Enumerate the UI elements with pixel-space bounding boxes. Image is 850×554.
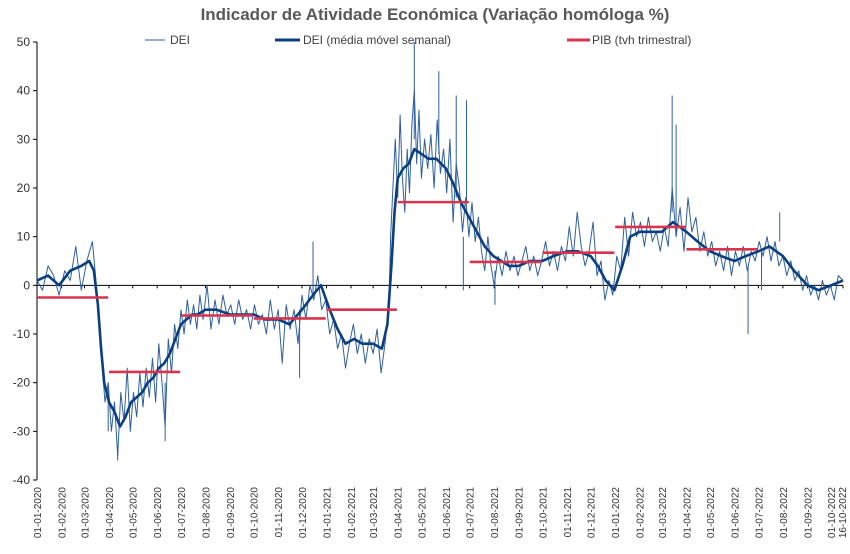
series-layer xyxy=(36,42,844,461)
x-tick-label: 01-02-2020 xyxy=(58,487,69,539)
y-tick-label: -40 xyxy=(13,473,31,487)
y-tick-label: 20 xyxy=(17,181,31,195)
x-tick-label: 01-11-2021 xyxy=(563,487,574,538)
x-tick-label: 01-01-2021 xyxy=(322,487,333,539)
x-tick-label: 01-12-2020 xyxy=(298,487,309,539)
x-tick-label: 01-09-2022 xyxy=(803,487,814,539)
x-tick-label: 01-09-2020 xyxy=(226,487,237,539)
x-tick-label: 01-06-2021 xyxy=(442,487,453,539)
x-tick-label: 01-03-2021 xyxy=(369,487,380,539)
legend-item-dei: DEI xyxy=(145,33,190,47)
series-pib xyxy=(37,200,758,374)
series-dei-line xyxy=(36,90,844,457)
series-dei-weekly-line xyxy=(36,147,844,428)
legend-label-pib: PIB (tvh trimestral) xyxy=(592,33,691,47)
legend-item-dei-weekly: DEI (média móvel semanal) xyxy=(275,33,451,47)
y-tick-label: 50 xyxy=(17,35,31,49)
y-tick-label: 40 xyxy=(17,84,31,98)
x-tick-label: 01-02-2022 xyxy=(636,487,647,539)
y-tick-label: -10 xyxy=(13,327,31,341)
x-tick-label: 01-08-2020 xyxy=(201,487,212,539)
y-tick-label: 0 xyxy=(23,278,30,292)
chart-title: Indicador de Atividade Económica (Variaç… xyxy=(201,5,670,24)
y-tick-label: 10 xyxy=(17,230,31,244)
x-tick-label: 01-06-2020 xyxy=(153,487,164,539)
x-tick-label: 01-08-2022 xyxy=(779,487,790,539)
x-tick-label: 01-10-2022 xyxy=(827,487,838,539)
x-tick-label: 01-06-2022 xyxy=(731,487,742,539)
x-tick-label: 01-08-2021 xyxy=(490,487,501,539)
legend-label-dei: DEI xyxy=(170,33,190,47)
legend: DEI DEI (média móvel semanal) PIB (tvh t… xyxy=(145,33,691,47)
series-dei-weekly xyxy=(36,147,844,428)
x-tick-label: 01-10-2020 xyxy=(250,487,261,539)
x-tick-label: 01-07-2022 xyxy=(754,487,765,539)
x-tick-label: 01-03-2022 xyxy=(658,487,669,539)
x-tick-label: 01-03-2020 xyxy=(80,487,91,539)
x-tick-label: 01-12-2021 xyxy=(587,487,598,539)
x-tick-label: 01-07-2020 xyxy=(177,487,188,539)
legend-label-dei-weekly: DEI (média móvel semanal) xyxy=(303,33,451,47)
x-axis: 01-01-2020 01-02-2020 01-03-2020 01-04-2020… xyxy=(33,284,849,539)
y-tick-label: 30 xyxy=(17,132,31,146)
x-tick-label: 01-11-2020 xyxy=(274,487,285,538)
x-tick-label: 01-09-2021 xyxy=(515,487,526,539)
x-tick-label: 01-05-2021 xyxy=(417,487,428,539)
x-tick-label: 01-10-2021 xyxy=(538,487,549,539)
legend-item-pib: PIB (tvh trimestral) xyxy=(567,33,691,47)
x-tick-label: 01-04-2020 xyxy=(105,487,116,539)
x-tick-label: 01-04-2021 xyxy=(394,487,405,539)
x-tick-label: 01-01-2020 xyxy=(33,487,44,539)
series-dei xyxy=(36,42,844,461)
x-tick-label: 01-02-2021 xyxy=(347,487,358,539)
y-tick-label: -30 xyxy=(13,424,31,438)
x-tick-label: 01-07-2021 xyxy=(466,487,477,539)
x-tick-label: 01-05-2022 xyxy=(706,487,717,539)
x-tick-label: 01-01-2022 xyxy=(611,487,622,539)
x-tick-label: 01-05-2020 xyxy=(129,487,140,539)
x-tick-label: 01-04-2022 xyxy=(682,487,693,539)
y-axis: 50 40 30 20 10 0 -10 -20 -30 -40 xyxy=(13,35,38,487)
x-tick-label: 16-10-2022 xyxy=(838,487,849,539)
y-tick-label: -20 xyxy=(13,376,31,390)
